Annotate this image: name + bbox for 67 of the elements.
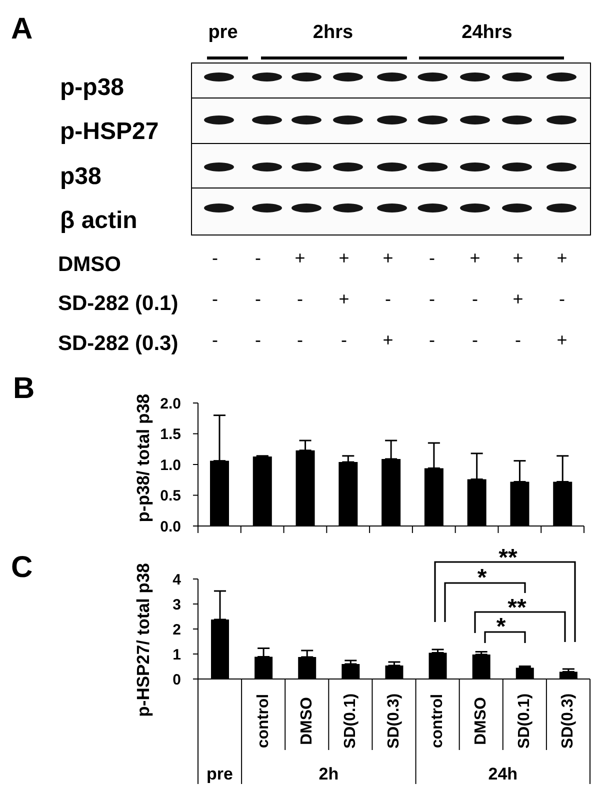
text: 2h <box>318 764 339 784</box>
text: + <box>470 248 480 268</box>
y-tick-label: 4 <box>172 571 182 588</box>
text: - <box>429 289 435 309</box>
text: p-p38 <box>60 74 124 101</box>
annotation: * <box>496 614 506 640</box>
text: - <box>297 330 303 350</box>
y-tick-label: 0.5 <box>160 488 181 505</box>
y-tick-label: 2.0 <box>160 395 181 412</box>
text: - <box>472 289 478 309</box>
text: 2hrs <box>312 22 354 43</box>
x-tick-label: DMSO <box>472 697 490 745</box>
text: - <box>559 289 565 309</box>
x-tick-label: SD(0.1) <box>516 693 534 749</box>
chart-title: C <box>11 551 33 584</box>
y-axis-title: p-HSP27/ total p38 <box>133 562 153 717</box>
text: p-HSP27 <box>60 118 159 145</box>
text: + <box>338 289 350 309</box>
text: + <box>382 248 394 268</box>
text: + <box>382 330 394 350</box>
text: + <box>556 248 568 268</box>
text: + <box>512 289 524 309</box>
text: + <box>512 248 524 268</box>
text: A <box>11 12 33 46</box>
text: p38 <box>60 163 102 190</box>
text: ** <box>498 544 518 572</box>
text: - <box>212 289 218 309</box>
chart-title: B <box>13 372 35 405</box>
x-tick-label: SD(0.1) <box>342 693 359 749</box>
y-tick-label: 3 <box>172 596 181 614</box>
x-tick-label: SD(0.3) <box>560 693 577 749</box>
y-axis-title: p-p38/ total p38 <box>133 394 153 522</box>
text: - <box>429 330 435 350</box>
y-tick-label: 0 <box>172 671 181 688</box>
text: - <box>472 330 478 350</box>
text: - <box>429 248 435 268</box>
text: - <box>341 330 347 350</box>
text: + <box>294 248 306 268</box>
text: 24h <box>488 764 518 784</box>
text: - <box>255 330 261 350</box>
text: 24hrs <box>462 22 512 43</box>
y-tick-label: 2 <box>172 621 181 638</box>
text: - <box>255 289 261 309</box>
y-tick-label: 1 <box>172 646 181 664</box>
y-tick-label: 0.0 <box>160 518 181 536</box>
annotation: ** <box>508 594 527 622</box>
annotation: * <box>477 564 488 592</box>
text: pre <box>206 764 234 784</box>
text: SD-282 (0.3) <box>58 332 178 355</box>
text: - <box>297 289 303 309</box>
text: - <box>212 248 218 268</box>
text: + <box>556 330 568 350</box>
text: + <box>338 248 350 268</box>
text: - <box>255 248 261 268</box>
text: - <box>212 330 218 350</box>
y-tick-label: 1.5 <box>160 426 181 444</box>
text: SD-282 (0.1) <box>58 292 178 315</box>
x-tick-label: SD(0.3) <box>386 693 402 749</box>
text: - <box>385 289 391 309</box>
x-tick-label: DMSO <box>298 697 316 745</box>
text: - <box>515 330 521 350</box>
x-tick-label: control <box>429 694 446 748</box>
text: β actin <box>60 207 138 234</box>
y-tick-label: 1.0 <box>160 456 181 474</box>
x-tick-label: control <box>254 694 272 748</box>
text: pre <box>208 22 238 43</box>
text: DMSO <box>58 253 121 276</box>
